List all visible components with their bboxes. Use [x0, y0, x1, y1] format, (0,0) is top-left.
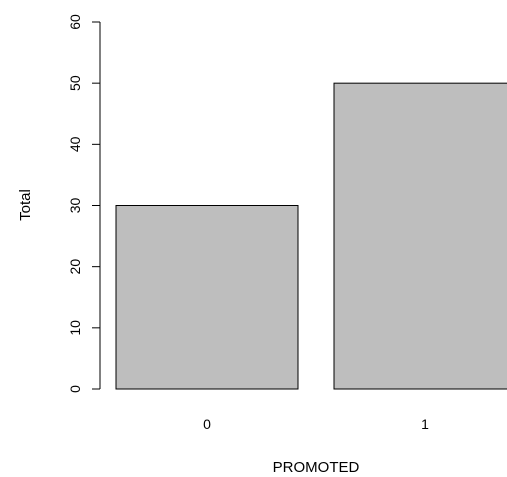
y-tick-label: 0	[67, 385, 83, 393]
bar-0	[115, 205, 299, 390]
x-tick-label: 1	[421, 416, 429, 432]
y-tick-label: 60	[67, 14, 83, 30]
bar-1	[333, 82, 507, 390]
y-tick-label: 10	[67, 320, 83, 336]
x-tick-label: 0	[203, 416, 211, 432]
y-tick-label: 50	[67, 75, 83, 91]
y-tick-label: 20	[67, 259, 83, 275]
bars	[115, 82, 507, 390]
y-tick-label: 30	[67, 198, 83, 214]
y-tick-label: 40	[67, 136, 83, 152]
y-axis-title: Total	[17, 189, 34, 221]
y-axis: 0 10 20 30 40 50 60	[67, 14, 101, 393]
x-axis-title: PROMOTED	[273, 459, 360, 476]
